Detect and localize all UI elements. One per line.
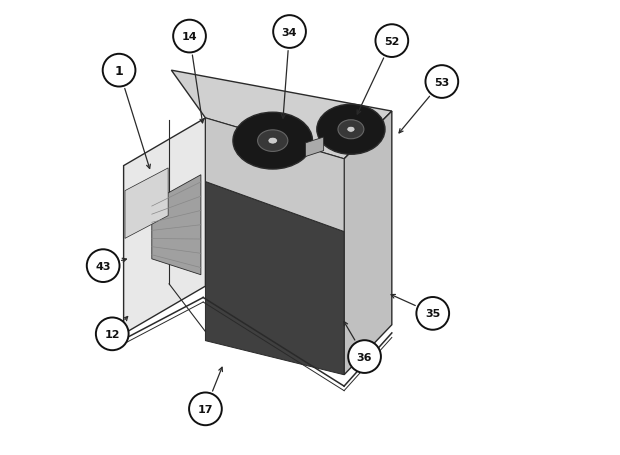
Circle shape <box>103 55 135 87</box>
Polygon shape <box>344 112 392 375</box>
Circle shape <box>273 16 306 49</box>
Text: 36: 36 <box>356 352 372 362</box>
Text: 43: 43 <box>95 261 111 271</box>
Polygon shape <box>171 71 392 159</box>
Ellipse shape <box>347 127 355 133</box>
Text: 1: 1 <box>115 65 123 77</box>
Ellipse shape <box>317 105 385 155</box>
Polygon shape <box>205 119 344 232</box>
Ellipse shape <box>338 121 364 139</box>
Circle shape <box>417 298 449 330</box>
Circle shape <box>173 20 206 53</box>
Text: eReplacementParts.com: eReplacementParts.com <box>210 243 319 253</box>
Text: 35: 35 <box>425 308 440 318</box>
Polygon shape <box>306 138 324 157</box>
Ellipse shape <box>257 131 288 152</box>
Circle shape <box>87 250 120 283</box>
Polygon shape <box>205 182 344 375</box>
Circle shape <box>425 66 458 99</box>
Text: 52: 52 <box>384 36 399 46</box>
Text: 34: 34 <box>282 27 298 37</box>
Circle shape <box>189 393 222 425</box>
Polygon shape <box>125 168 168 239</box>
Polygon shape <box>123 119 205 334</box>
Ellipse shape <box>268 138 278 145</box>
Circle shape <box>348 340 381 373</box>
Text: 53: 53 <box>434 77 450 87</box>
Text: 14: 14 <box>182 32 197 42</box>
Circle shape <box>376 25 408 58</box>
Ellipse shape <box>233 113 312 170</box>
Circle shape <box>96 318 128 350</box>
Polygon shape <box>152 175 201 275</box>
Text: 12: 12 <box>105 329 120 339</box>
Text: 17: 17 <box>198 404 213 414</box>
